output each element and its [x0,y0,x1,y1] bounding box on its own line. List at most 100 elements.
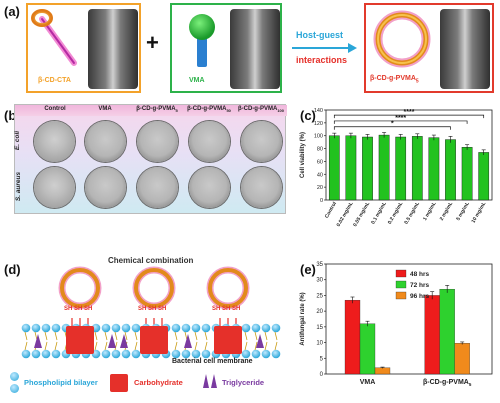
product-label: β-CD-g-PVMA5 [370,75,419,84]
lipid-head-top [171,323,181,333]
chart-c-bar [395,136,407,201]
chart-c-ytick-label: 40 [317,172,323,178]
product-box: β-CD-g-PVMA5 [364,3,494,93]
panel-b-header-bar [15,105,287,116]
col-header-pvma50-name: β-CD-g-PVMA [187,106,227,112]
dish-saureus-control [34,167,75,208]
lipid-head-bottom [131,349,141,359]
arrow-bottom-label: interactions [296,55,348,65]
lipid-head-top [111,323,121,333]
col-header-pvma100: β-CD-g-PVMA100 [235,106,287,113]
lipid-head-top [21,323,31,333]
chart-e-legend-swatch [395,269,407,278]
chart-e-frame [325,263,493,375]
lipid-head-bottom [261,349,271,359]
chart-e-bar [424,295,440,375]
chart-c-bar [345,135,357,201]
chart-c-bar [378,134,390,201]
chart-c-frame [325,109,493,201]
col-header-vma: VMA [98,106,112,112]
chart-c-category-label: 0.2 mg/mL [387,201,405,225]
lipid-head-bottom [41,349,51,359]
product-vial [440,9,490,89]
chart-e-ytick-label: 5 [320,356,324,362]
lipid-head-top [121,323,131,333]
legend-lipid-icon [10,372,19,381]
legend-lipid-label: Phospholipid bilayer [24,378,98,387]
col-header-pvma50: β-CD-g-PVMA50 [183,106,235,113]
chart-c-category-label: 1 mg/mL [422,201,437,222]
lipid-head-top [251,323,261,333]
carbohydrate-block-3 [214,326,242,354]
chart-c-bar [445,139,456,201]
cd-cta-vial [88,9,138,89]
chart-e-ytick-label: 20 [316,309,323,315]
product-name: β-CD-g-PVMA [370,75,416,82]
chart-e-bar [454,343,470,375]
col-header-control: Control [44,106,66,112]
chart-e-legend-swatch [395,280,407,289]
row-header-ecoli: E. coli [14,130,22,151]
legend-lipid-icon-2 [10,384,19,393]
chart-e-bar [344,299,361,375]
chart-c-ytick-label: 0 [320,198,323,204]
carbohydrate-block-2 [140,326,168,354]
antifungal-rate-chart: 0 5 10 15 20 25 30 35 Antifungal rate (%) VMA β-CD… [300,262,493,387]
lipid-head-top [31,323,41,333]
chart-c-category-label: 10 mg/mL [471,201,488,224]
vma-vial [230,9,280,89]
chart-e-category-sub: 5 [469,382,472,387]
ring-3-icon [206,266,250,310]
legend-carb-label: Carbohydrate [134,378,183,387]
membrane-diagram [21,266,281,359]
chart-c-ytick-label: 120 [314,121,323,127]
dish-saureus-pvma50 [189,167,230,208]
lipid-head-bottom [21,349,31,359]
dish-saureus-pvma5 [137,167,178,208]
chart-c-sig-bracket [333,126,451,130]
chart-e-legend-label: 72 hrs [410,282,430,289]
col-header-pvma100-name: β-CD-g-PVMA [237,106,278,112]
lipid-head-bottom [181,349,191,359]
chart-c-category-label: 0.5 mg/mL [403,201,421,225]
dish-ecoli-pvma50 [189,121,230,162]
chart-e-ytick-label: 10 [316,341,323,347]
dish-ecoli-vma [85,121,126,162]
sh-label-3: SH SH SH [212,306,241,312]
panel-a-label: (a) [4,4,20,19]
triglyceride-marks [34,334,264,348]
dish-ecoli-pvma5 [137,121,178,162]
col-header-pvma5-sub: 5 [175,108,178,114]
lipid-head-top [181,323,191,333]
panel-d-label: (d) [4,262,21,277]
legend-carb-icon [110,374,128,392]
chart-c-sig-bracket [333,120,468,124]
lipid-head-bottom [121,349,131,359]
col-header-pvma5-name: β-CD-g-PVMA [136,106,176,112]
carbohydrate-block-1 [66,326,94,354]
chart-c-sig-label: * [391,121,394,128]
cd-cta-box: β-CD-CTA [26,3,141,93]
lipid-head-top [131,323,141,333]
cell-viability-chart: 0 20 40 60 80 100 120 140 Cell viability (%) Cont… [300,108,493,228]
vma-box: VMA [170,3,282,93]
chart-c-category-label: Control [324,200,338,219]
vma-label: VMA [189,77,205,84]
chart-c-ylabel: Cell viability (%) [300,132,306,178]
dish-saureus-pvma100 [241,167,282,208]
panel-d-title: Chemical combination [108,256,194,265]
chart-c-sig-label: **** [404,109,415,116]
vma-molecule-icon [189,14,215,67]
row-header-saureus: S. aureus [15,171,23,202]
chart-c-category-label: 0.1 mg/mL [370,201,388,225]
ring-1-icon [58,266,102,310]
lipid-head-bottom [111,349,121,359]
lipid-head-bottom [201,349,211,359]
lipid-head-bottom [241,349,251,359]
panel-e-label: (e) [300,262,316,277]
lipid-head-top [241,323,251,333]
plus-sign: + [146,30,159,55]
legend-triglyceride-label: Triglyceride [222,378,265,387]
chart-c-ytick-label: 20 [317,185,323,191]
col-header-pvma5: β-CD-g-PVMA5 [131,106,183,113]
